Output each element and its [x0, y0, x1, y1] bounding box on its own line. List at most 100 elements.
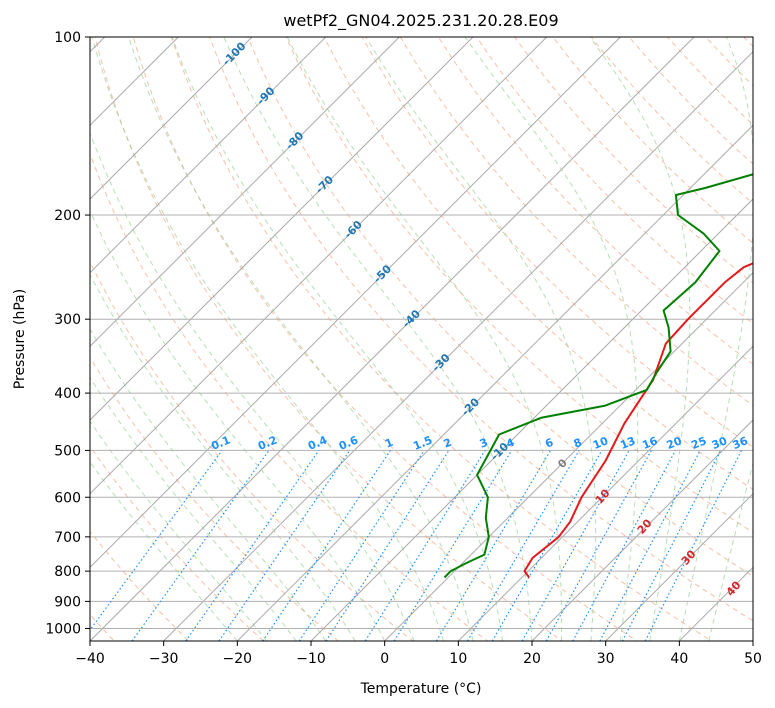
- isotherm-line: [90, 37, 695, 641]
- dry-adiabat: [90, 152, 489, 641]
- isotherm-line: [678, 566, 753, 641]
- mixing-ratio-label: 10: [591, 434, 610, 452]
- mixing-ratio-label: 6: [543, 436, 555, 451]
- isotherm-line: [605, 492, 753, 641]
- dry-adiabat-label: 40: [724, 578, 744, 598]
- x-tick-label: 50: [744, 651, 762, 667]
- moist-adiabat: [223, 37, 533, 641]
- y-tick-label: 600: [54, 490, 81, 506]
- mixing-ratio-line: [545, 450, 652, 641]
- mixing-ratio-line: [491, 450, 603, 641]
- mixing-ratio-label: 13: [618, 434, 637, 452]
- dry-adiabat-label: 20: [635, 516, 655, 536]
- x-tick-label: −10: [296, 651, 326, 667]
- y-tick-label: 300: [54, 312, 81, 328]
- isotherm-line: [531, 419, 753, 641]
- mixing-ratio-line: [262, 450, 391, 641]
- mixing-ratio-label: 3: [478, 436, 490, 451]
- x-tick-label: 0: [380, 651, 389, 667]
- moist-adiabat: [90, 209, 386, 641]
- moist-adiabat: [286, 37, 563, 641]
- mixing-ratio-line: [131, 450, 270, 641]
- isotherm-line: [236, 124, 753, 641]
- isotherm-line: [90, 37, 548, 495]
- dry-adiabat: [90, 260, 414, 641]
- dry-adiabat: [476, 37, 753, 325]
- y-tick-label: 100: [54, 30, 81, 46]
- x-tick-label: 40: [670, 651, 688, 667]
- dry-adiabat: [132, 37, 638, 641]
- mixing-ratio-label: 36: [731, 434, 750, 452]
- moist-adiabat: [464, 37, 639, 641]
- dry-adiabat: [94, 37, 564, 641]
- moist-adiabat: [90, 461, 238, 641]
- moist-adiabat: [90, 376, 297, 641]
- dry-adiabat: [514, 37, 753, 284]
- dry-adiabat: [247, 37, 753, 577]
- isotherm-line: [90, 37, 621, 569]
- y-tick-label: 400: [54, 386, 81, 402]
- dry-adiabat: [208, 37, 753, 622]
- dry-adiabat: [90, 445, 265, 641]
- isotherm-line: [90, 37, 474, 421]
- dry-adiabat: [90, 356, 339, 641]
- x-tick-label: 20: [523, 651, 541, 667]
- mixing-ratio-label: 25: [689, 434, 708, 452]
- x-tick-label: −30: [149, 651, 179, 667]
- moist-adiabat: [91, 37, 445, 641]
- y-tick-label: 800: [54, 564, 81, 580]
- moist-adiabat: [589, 37, 691, 641]
- x-tick-label: 30: [597, 651, 615, 667]
- mixing-ratio-line: [393, 450, 513, 641]
- y-tick-label: 700: [54, 530, 81, 546]
- mixing-ratio-label: 1: [383, 436, 395, 451]
- background-lines: [90, 10, 775, 653]
- isotherm-line: [163, 50, 753, 641]
- dry-adiabat: [437, 37, 753, 365]
- temperature-profile-line: [523, 262, 753, 579]
- series-layer: [443, 173, 753, 579]
- isotherm-line: [752, 640, 753, 641]
- dry-adiabat: [743, 37, 753, 48]
- plot-frame: [89, 36, 754, 642]
- isotherm-line: [384, 271, 753, 641]
- mixing-ratio-line: [572, 450, 677, 641]
- mixing-ratio-label: 20: [665, 434, 684, 452]
- mixing-ratio-line: [521, 450, 630, 641]
- x-tick-label: −20: [223, 651, 253, 667]
- mixing-ratio-line: [90, 450, 223, 631]
- x-axis-label: Temperature (°C): [360, 681, 482, 697]
- dry-adiabat: [755, 10, 775, 653]
- isotherm-line: [90, 37, 327, 274]
- x-tick-label: −40: [75, 651, 105, 667]
- moist-adiabat: [128, 37, 474, 641]
- y-tick-label: 200: [54, 208, 81, 224]
- moist-adiabat: [90, 131, 415, 641]
- isotherm-line: [310, 198, 753, 641]
- mixing-ratio-line: [435, 450, 552, 641]
- mixing-ratio-label: 2: [442, 436, 454, 451]
- mixing-ratio-label: 8: [572, 436, 584, 451]
- moist-adiabat: [90, 273, 356, 641]
- mixing-ratio-label: 16: [640, 434, 659, 452]
- chart-title: wetPf2_GN04.2025.231.20.28.E09: [283, 11, 558, 31]
- y-tick-label: 900: [54, 594, 81, 610]
- moist-adiabat: [171, 37, 503, 641]
- mixing-ratio-line: [218, 450, 351, 641]
- isotherm-line: [90, 37, 400, 348]
- dry-adiabat: [361, 37, 753, 448]
- mixing-ratio-line: [621, 450, 722, 641]
- mixing-ratio-label: 30: [710, 434, 729, 452]
- dewpoint-profile-line: [443, 173, 753, 579]
- moist-adiabat: [365, 37, 597, 641]
- isotherm-line: [90, 37, 253, 200]
- y-tick-label: 500: [54, 443, 81, 459]
- mixing-ratio-line: [364, 450, 486, 641]
- moist-adiabat: [90, 328, 327, 641]
- dry-adiabat: [285, 37, 753, 534]
- mixing-ratio-line: [466, 450, 580, 641]
- y-axis-ticks: 100 200 300 400 500 600 700 800 900 1000: [45, 30, 90, 637]
- x-axis-ticks: −40 −30 −20 −10 0 10 20 30 40 50: [75, 641, 762, 667]
- x-tick-label: 10: [449, 651, 467, 667]
